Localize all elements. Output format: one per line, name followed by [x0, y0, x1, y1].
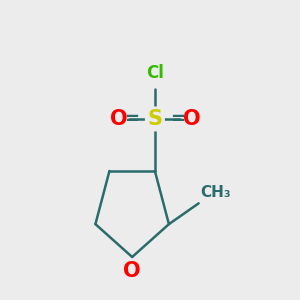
Text: =: = [170, 110, 185, 128]
Text: Cl: Cl [146, 64, 164, 82]
Text: S: S [147, 109, 162, 129]
Text: O: O [110, 109, 127, 129]
Text: O: O [183, 109, 200, 129]
Text: CH₃: CH₃ [200, 185, 231, 200]
Text: =: = [124, 110, 140, 128]
Text: O: O [123, 262, 141, 281]
